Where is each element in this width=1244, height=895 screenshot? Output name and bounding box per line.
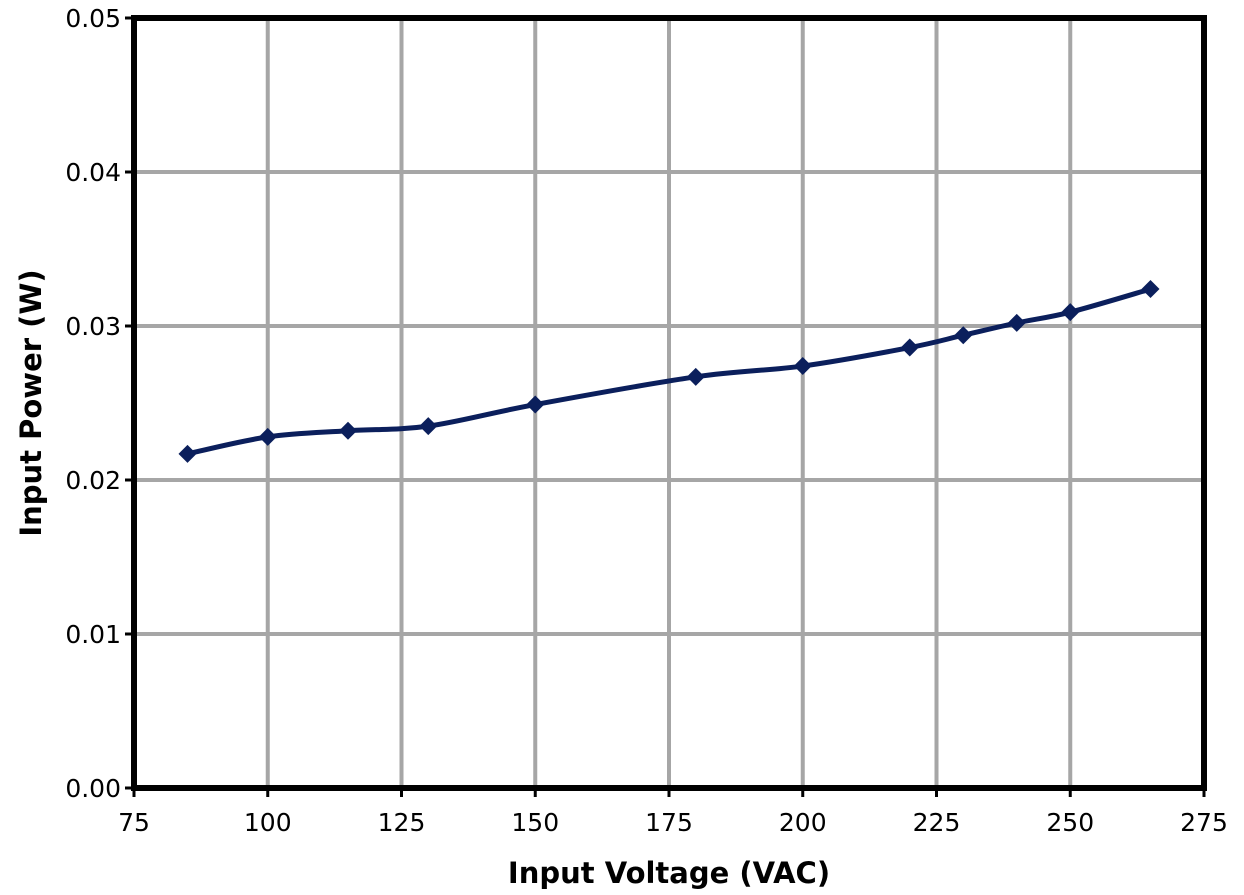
series-layer xyxy=(178,280,1160,463)
data-point-marker xyxy=(258,427,277,446)
data-point-marker xyxy=(1007,313,1026,332)
x-axis-title: Input Voltage (VAC) xyxy=(508,856,830,890)
tick-marks xyxy=(125,16,1206,797)
data-point-marker xyxy=(954,326,973,345)
data-point-marker xyxy=(686,367,705,386)
x-tick-label: 150 xyxy=(511,808,559,837)
data-point-marker xyxy=(339,421,357,440)
x-tick-label: 275 xyxy=(1180,808,1228,837)
data-point-marker xyxy=(526,395,545,414)
data-point-marker xyxy=(793,357,812,376)
y-tick-label: 0.03 xyxy=(65,312,121,341)
data-point-marker xyxy=(419,417,438,436)
x-tick-label: 225 xyxy=(913,808,961,837)
x-tick-label: 125 xyxy=(378,808,426,837)
x-tick-label: 100 xyxy=(244,808,292,837)
y-tick-label: 0.02 xyxy=(65,466,121,495)
y-tick-label: 0.01 xyxy=(65,620,121,649)
y-tick-label: 0.05 xyxy=(65,4,121,33)
tick-labels: 75 100 125 150 175 200 225 250 275 0.00 0.01 0.02 0.… xyxy=(65,4,1228,837)
data-point-marker xyxy=(900,338,919,357)
x-tick-label: 75 xyxy=(118,808,150,837)
y-tick-label: 0.00 xyxy=(65,774,121,803)
x-tick-label: 200 xyxy=(779,808,827,837)
y-tick-label: 0.04 xyxy=(65,158,121,187)
x-tick-label: 250 xyxy=(1046,808,1094,837)
grid-lines xyxy=(132,16,1206,790)
data-point-marker xyxy=(178,444,197,463)
y-axis-title: Input Power (W) xyxy=(14,269,48,536)
data-point-marker xyxy=(1141,280,1160,299)
x-tick-label: 175 xyxy=(645,808,693,837)
data-point-marker xyxy=(1061,303,1080,322)
